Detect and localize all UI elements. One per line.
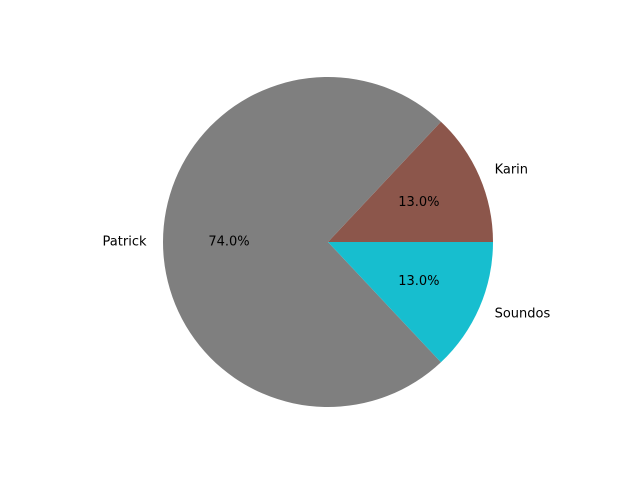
percent-label-karin: 13.0%	[398, 195, 439, 210]
pie-slice-patrick	[163, 76, 441, 407]
pie-slices	[163, 76, 493, 407]
slice-label-patrick: Patrick	[103, 235, 147, 250]
slice-label-karin: Karin	[495, 162, 528, 177]
slice-label-soundos: Soundos	[495, 307, 551, 322]
pie-labels: Karin 13.0% Patrick 74.0% Soundos 13.0%	[103, 162, 551, 321]
percent-label-patrick: 74.0%	[208, 235, 249, 250]
pie-slice-soundos	[328, 242, 493, 363]
pie-slice-karin	[328, 121, 493, 242]
percent-label-soundos: 13.0%	[398, 274, 439, 289]
